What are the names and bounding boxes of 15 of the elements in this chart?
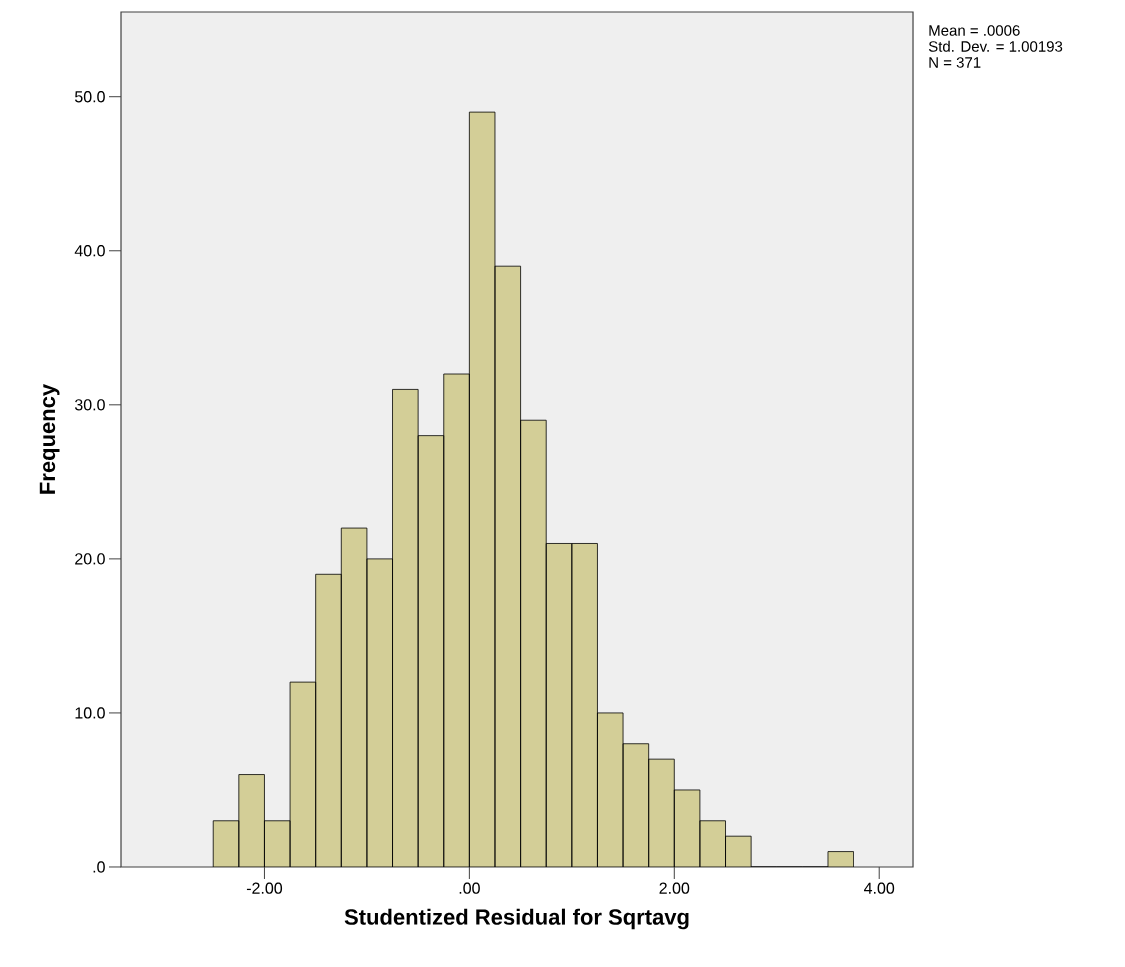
y-tick-label: 40.0 xyxy=(74,245,105,257)
x-tick-label: 4.00 xyxy=(864,882,895,894)
x-axis-title: Studentized Residual for Sqrtavg xyxy=(344,908,689,930)
y-tick-label: 20.0 xyxy=(75,553,105,565)
y-tick-label: 30.0 xyxy=(74,399,105,411)
x-tick-label: 2.00 xyxy=(659,882,690,894)
text: N = 371 xyxy=(929,57,981,68)
x-tick-label: .00 xyxy=(459,882,480,894)
text: Std. Dev. = 1.00193 xyxy=(928,40,1063,52)
text: Mean = .0006 xyxy=(929,25,1020,36)
y-tick-label: 10.0 xyxy=(75,707,105,719)
y-axis-title: Frequency xyxy=(39,383,60,494)
y-tick-label: .0 xyxy=(93,861,105,873)
y-tick-label: 50.0 xyxy=(74,91,105,103)
x-tick-label: -2.00 xyxy=(246,882,283,894)
